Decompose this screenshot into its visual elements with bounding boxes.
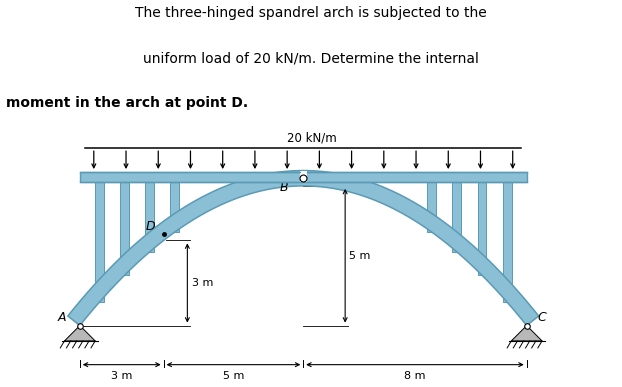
Text: 3 m: 3 m xyxy=(192,278,213,288)
Bar xyxy=(80,172,527,182)
Bar xyxy=(427,182,436,232)
Text: 5 m: 5 m xyxy=(223,371,244,381)
Text: 8 m: 8 m xyxy=(404,371,425,381)
Text: D: D xyxy=(146,220,156,233)
Bar xyxy=(170,182,179,232)
Text: The three-hinged spandrel arch is subjected to the: The three-hinged spandrel arch is subjec… xyxy=(135,6,487,21)
Bar xyxy=(452,182,462,252)
Bar xyxy=(120,182,129,275)
Text: A: A xyxy=(57,311,66,324)
Bar xyxy=(503,182,512,302)
Text: uniform load of 20 kN/m. Determine the internal: uniform load of 20 kN/m. Determine the i… xyxy=(143,51,479,65)
Polygon shape xyxy=(68,171,539,325)
Polygon shape xyxy=(511,325,542,341)
Text: 20 kN/m: 20 kN/m xyxy=(287,131,337,144)
Bar xyxy=(478,182,486,275)
Bar xyxy=(145,182,154,252)
Polygon shape xyxy=(65,325,95,341)
Text: 5 m: 5 m xyxy=(350,251,371,261)
Bar xyxy=(300,171,307,182)
Text: moment in the arch at point D.: moment in the arch at point D. xyxy=(6,96,248,110)
Text: B: B xyxy=(279,181,288,194)
Bar xyxy=(95,182,104,302)
Text: 3 m: 3 m xyxy=(111,371,132,381)
Text: C: C xyxy=(538,311,547,324)
